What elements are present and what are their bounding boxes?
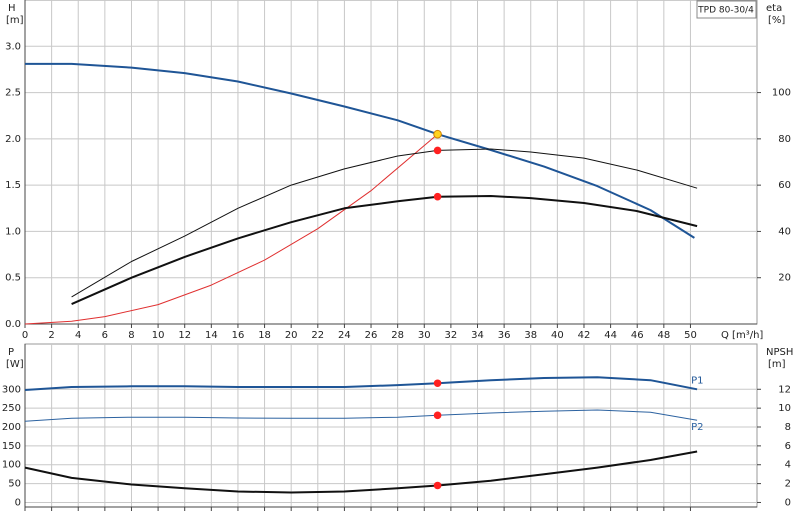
y-tick-label: 3.0: [5, 41, 21, 52]
x-tick-label: 26: [365, 330, 378, 341]
y-tick-label: 100: [2, 460, 21, 471]
chart-title: TPD 80-30/4: [697, 6, 754, 16]
x-tick-label: 16: [232, 330, 245, 341]
x-tick-label: 4: [75, 330, 81, 341]
series-line: [71, 148, 698, 298]
x-tick-label: 24: [338, 330, 351, 341]
y-axis-unit: [W]: [6, 359, 24, 370]
operating-point: [433, 379, 442, 388]
x-axis-label: Q [m³/h]: [721, 330, 763, 341]
y2-tick-label: 4: [785, 460, 791, 471]
y2-tick-label: 0: [785, 497, 791, 508]
series-label: P2: [691, 422, 703, 433]
y2-tick-label: 80: [778, 134, 791, 145]
x-tick-label: 46: [631, 330, 644, 341]
series-line: [71, 195, 698, 306]
y-tick-label: 0.0: [5, 319, 21, 330]
title-box: [696, 0, 757, 19]
x-tick-label: 30: [418, 330, 431, 341]
operating-point: [433, 481, 442, 490]
x-tick-label: 22: [311, 330, 324, 341]
x-tick-label: 12: [178, 330, 191, 341]
y-tick-label: 200: [2, 422, 21, 433]
y2-axis-label: eta: [766, 3, 782, 14]
y-tick-label: 2.0: [5, 134, 21, 145]
plot-frame: [24, 343, 758, 508]
y2-tick-label: 12: [778, 384, 791, 395]
x-tick-label: 34: [471, 330, 484, 341]
x-tick-label: 50: [684, 330, 697, 341]
operating-point: [433, 129, 442, 139]
x-tick-label: 6: [102, 330, 108, 341]
series-line: [25, 62, 695, 239]
x-tick-label: 38: [524, 330, 537, 341]
x-tick-label: 42: [578, 330, 591, 341]
y-axis-label: H: [8, 3, 16, 14]
y-tick-label: 50: [8, 479, 21, 490]
y-tick-label: 300: [2, 384, 21, 395]
x-tick-label: 10: [152, 330, 165, 341]
series-line: [24, 450, 698, 494]
y2-tick-label: 2: [785, 479, 791, 490]
y-axis-unit: [m]: [6, 15, 24, 26]
series-label: P1: [691, 375, 703, 386]
x-tick-label: 0: [22, 330, 28, 341]
x-tick-label: 48: [657, 330, 670, 341]
x-tick-label: 28: [391, 330, 404, 341]
operating-point: [433, 192, 442, 201]
y2-tick-label: 40: [778, 226, 791, 237]
y-tick-label: 0: [15, 497, 21, 508]
y-tick-label: 1.5: [5, 180, 21, 191]
x-tick-label: 44: [604, 330, 617, 341]
y2-axis-unit: [m]: [768, 359, 786, 370]
operating-point: [433, 146, 442, 155]
x-tick-label: 18: [258, 330, 271, 341]
y2-tick-label: 10: [778, 403, 791, 414]
x-tick-label: 2: [48, 330, 54, 341]
operating-point: [433, 411, 442, 420]
y2-axis-unit: [%]: [768, 15, 785, 26]
y2-tick-label: 60: [778, 180, 791, 191]
x-tick-label: 32: [445, 330, 458, 341]
x-tick-label: 20: [285, 330, 298, 341]
series-line: [24, 376, 698, 391]
x-tick-label: 40: [551, 330, 564, 341]
y2-axis-label: NPSH: [766, 347, 793, 358]
y2-tick-label: 100: [772, 88, 791, 99]
y-tick-label: 0.5: [5, 273, 21, 284]
y-axis-label: P: [8, 347, 14, 358]
y-tick-label: 250: [2, 403, 21, 414]
plot-frame: [24, 0, 758, 325]
series-line: [24, 133, 438, 325]
y-tick-label: 150: [2, 441, 21, 452]
y2-tick-label: 20: [778, 273, 791, 284]
x-tick-label: 8: [128, 330, 134, 341]
y2-tick-label: 6: [785, 441, 791, 452]
y-tick-label: 1.0: [5, 226, 21, 237]
x-tick-label: 36: [498, 330, 511, 341]
y2-tick-label: 8: [785, 422, 791, 433]
x-tick-label: 14: [205, 330, 218, 341]
series-line: [24, 409, 698, 422]
y-tick-label: 2.5: [5, 88, 21, 99]
